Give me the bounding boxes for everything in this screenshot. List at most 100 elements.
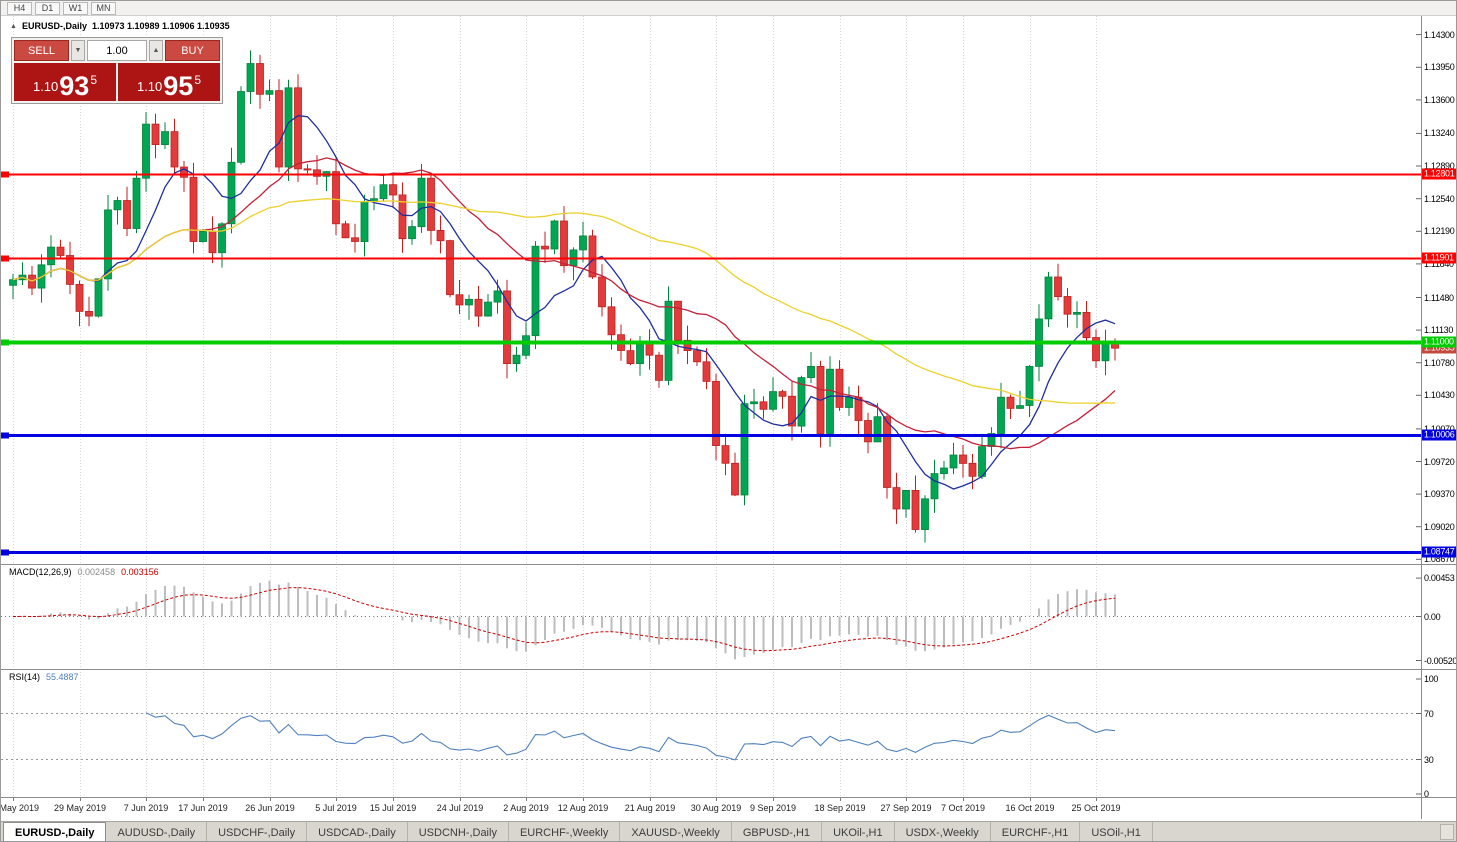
current-price-tag: 1.10935 (1422, 342, 1456, 354)
chart-tab-usdx-weekly[interactable]: USDX-,Weekly (894, 822, 991, 841)
chart-tab-eurusd-daily[interactable]: EURUSD-,Daily (3, 822, 107, 841)
date-label: 18 Sep 2019 (814, 803, 866, 813)
rsi-name: RSI(14) (9, 672, 41, 682)
price-chart-canvas[interactable] (1, 16, 1421, 564)
buy-price-box[interactable]: 1.10 95 5 (118, 63, 220, 101)
date-label: 24 Jul 2019 (436, 803, 484, 813)
buy-button[interactable]: BUY (165, 40, 220, 61)
price-tick-label: 1.11840 (1424, 258, 1454, 269)
sell-price-prefix: 1.10 (32, 79, 59, 94)
horizontal-lines-layer[interactable] (1, 171, 1421, 556)
period-button-w1[interactable]: W1 (63, 1, 88, 15)
collapse-panel-icon[interactable]: ▲ (10, 22, 17, 30)
rsi-axis[interactable]: 100 70 30 0 (1422, 669, 1456, 799)
chart-tab-gbpusd-h1[interactable]: GBPUSD-,H1 (731, 822, 823, 841)
macd-chart-canvas[interactable] (1, 564, 1421, 669)
rsi-chart-canvas[interactable] (1, 669, 1421, 797)
rsi-tick-label: 100 (1424, 674, 1439, 684)
date-label: 21 Aug 2019 (624, 803, 676, 813)
tabbar-scroll-button[interactable] (1440, 824, 1454, 840)
price-tick-label: 1.12890 (1424, 161, 1455, 171)
chart-tab-xauusd-weekly[interactable]: XAUUSD-,Weekly (620, 822, 732, 841)
period-button-h4[interactable]: H4 (7, 1, 32, 15)
period-button-d1[interactable]: D1 (35, 1, 60, 15)
date-tick (146, 797, 147, 801)
date-tick (1096, 797, 1097, 801)
date-tick (336, 797, 337, 801)
date-label: 20 May 2019 (0, 803, 40, 813)
chart-ohlc-values: 1.10973 1.10989 1.10906 1.10935 (91, 21, 230, 31)
period-button-mn[interactable]: MN (91, 1, 116, 15)
macd-main-value: 0.002458 (77, 567, 116, 577)
chart-tab-usdcad-daily[interactable]: USDCAD-,Daily (307, 822, 408, 841)
line-left-handle (1, 339, 9, 346)
line-left-handle (1, 171, 9, 178)
chevron-up-icon: ▲ (152, 47, 160, 54)
date-label: 25 Oct 2019 (1071, 803, 1121, 813)
chart-tab-eurchf-h1[interactable]: EURCHF-,H1 (990, 822, 1081, 841)
chart-tab-audusd-daily[interactable]: AUDUSD-,Daily (106, 822, 208, 841)
sell-price-box[interactable]: 1.10 93 5 (14, 63, 116, 101)
date-label: 16 Oct 2019 (1005, 803, 1055, 813)
date-label: 2 Aug 2019 (503, 803, 549, 813)
line-price-tag: 1.12801 (1422, 168, 1456, 180)
price-tick-label: 1.13950 (1424, 62, 1455, 73)
chart-tab-usoil-h1[interactable]: USOil-,H1 (1080, 822, 1153, 841)
chart-tab-usdchf-daily[interactable]: USDCHF-,Daily (207, 822, 308, 841)
date-tick (716, 797, 717, 801)
chart-tab-eurchf-weekly[interactable]: EURCHF-,Weekly (508, 822, 621, 841)
rsi-label: RSI(14) 55.4887 (9, 672, 79, 682)
chart-tab-usdcnh-daily[interactable]: USDCNH-,Daily (407, 822, 509, 841)
date-tick (773, 797, 774, 801)
date-tick (13, 797, 14, 801)
macd-tick-label: 0.00453 (1424, 573, 1455, 584)
price-tick-label: 1.14300 (1424, 29, 1455, 40)
buy-price-prefix: 1.10 (136, 79, 163, 94)
rsi-tick-label: 70 (1424, 708, 1434, 719)
volume-input[interactable] (87, 40, 147, 61)
date-label: 7 Oct 2019 (940, 803, 986, 813)
line-price-tag: 1.10006 (1422, 429, 1456, 441)
date-axis-separator (1, 797, 1456, 798)
date-label: 17 Jun 2019 (178, 803, 228, 813)
line-left-handle (1, 432, 9, 439)
date-label: 27 Sep 2019 (880, 803, 932, 813)
price-tick-label: 1.09020 (1424, 521, 1455, 532)
rsi-tick-label: 0 (1424, 789, 1429, 799)
date-axis[interactable]: 20 May 2019 29 May 2019 7 Jun 2019 17 Jun 2… (1, 797, 1421, 819)
line-left-handle (1, 255, 9, 262)
price-axis[interactable]: 1.14300 1.13950 1.13600 1.13240 1.12890 1.125… (1422, 16, 1456, 564)
sell-button[interactable]: SELL (14, 40, 69, 61)
candles-layer (9, 50, 1119, 543)
chevron-down-icon: ▼ (74, 47, 82, 54)
price-tick-label: 1.11480 (1424, 292, 1454, 303)
moving-average-8 (12, 115, 1116, 490)
period-toolbar: H4 D1 W1 MN (1, 1, 1456, 16)
rsi-line (145, 712, 1116, 761)
date-label: 15 Jul 2019 (369, 803, 417, 813)
rsi-value: 55.4887 (46, 672, 79, 682)
volume-decrease-button[interactable]: ▼ (71, 40, 85, 61)
date-label: 26 Jun 2019 (245, 803, 295, 813)
price-tick-label: 1.13600 (1424, 94, 1455, 105)
price-tick-label: 1.13240 (1424, 128, 1455, 139)
rsi-panel-separator[interactable] (1, 669, 1456, 670)
price-tick-label: 1.11130 (1424, 325, 1454, 336)
date-label: 9 Sep 2019 (749, 803, 797, 813)
macd-label: MACD(12,26,9) 0.002458 0.003156 (9, 567, 159, 577)
rsi-tick-label: 30 (1424, 754, 1434, 765)
date-tick (460, 797, 461, 801)
macd-name: MACD(12,26,9) (9, 567, 72, 577)
macd-panel-separator[interactable] (1, 564, 1456, 565)
macd-tick-label: -0.00520 (1424, 655, 1457, 666)
date-tick (906, 797, 907, 801)
moving-average-50 (12, 198, 1116, 404)
chart-tab-ukoil-h1[interactable]: UKOil-,H1 (822, 822, 895, 841)
macd-signal-value: 0.003156 (121, 567, 159, 577)
volume-increase-button[interactable]: ▲ (149, 40, 163, 61)
date-label: 12 Aug 2019 (557, 803, 609, 813)
line-price-tag: 1.11901 (1422, 252, 1456, 264)
line-left-handle (1, 549, 9, 556)
macd-axis[interactable]: 0.00453 0.00 -0.00520 (1422, 564, 1457, 669)
